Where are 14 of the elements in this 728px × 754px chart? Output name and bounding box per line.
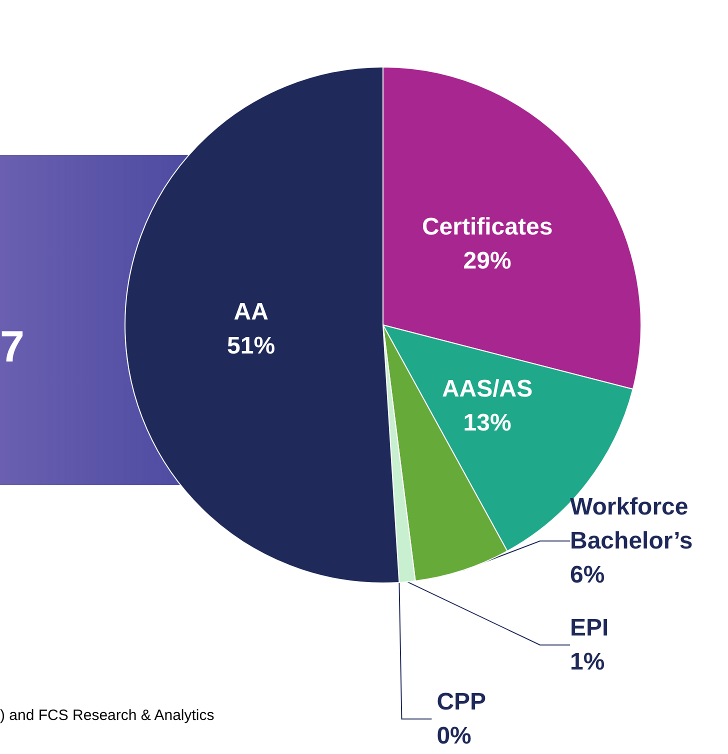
text: 0% — [436, 722, 472, 750]
data-label: 51% — [227, 332, 276, 360]
slice-label: AAS/AS — [442, 375, 533, 402]
data-label: 13% — [463, 409, 512, 436]
category-label: CPP — [436, 688, 486, 716]
data-label: 1% — [570, 648, 605, 676]
slice-label: AA — [234, 298, 268, 326]
text: 7 — [0, 322, 24, 372]
data-label: 29% — [463, 248, 512, 275]
slice-label: EPI — [570, 614, 609, 642]
data-label: 6% — [570, 562, 605, 588]
slice-label: Workforce Bachelor’s — [570, 494, 695, 554]
text: ) and FCS Research & Analytics — [0, 707, 214, 724]
slice-label: Certificates — [422, 214, 553, 241]
